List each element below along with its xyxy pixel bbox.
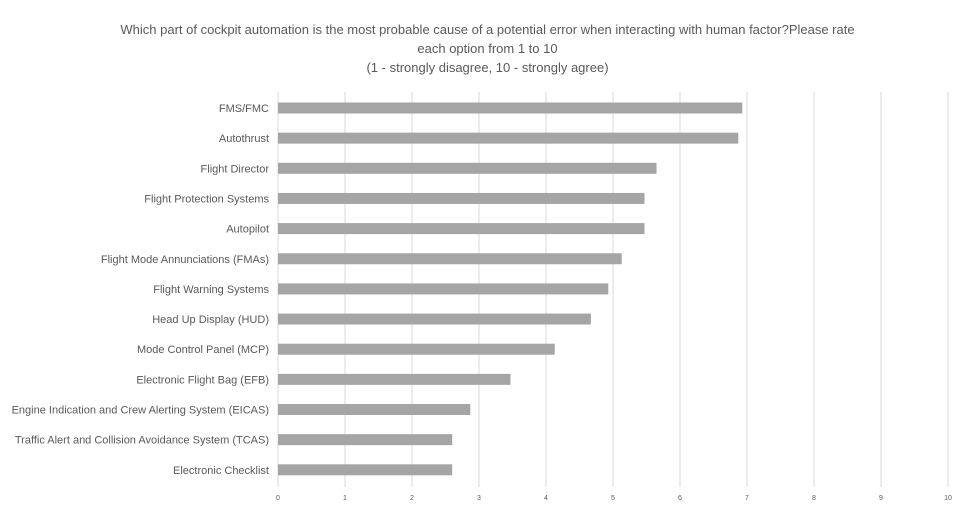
- category-label: Electronic Flight Bag (EFB): [136, 374, 269, 386]
- bar: [278, 283, 609, 295]
- bar: [278, 343, 555, 355]
- x-tick-label: 2: [410, 495, 414, 502]
- bar: [278, 162, 657, 174]
- chart-title-line-3: (1 - strongly disagree, 10 - strongly ag…: [366, 60, 609, 75]
- category-label: Traffic Alert and Collision Avoidance Sy…: [15, 435, 269, 447]
- category-label: Head Up Display (HUD): [152, 314, 269, 326]
- bar: [278, 102, 743, 114]
- x-tick-label: 9: [879, 495, 883, 502]
- x-tick-label: 5: [611, 495, 615, 502]
- bar: [278, 434, 453, 446]
- chart-title-line-1: Which part of cockpit automation is the …: [120, 22, 855, 37]
- chart-title: Which part of cockpit automation is the …: [0, 20, 955, 77]
- x-tick-label: 0: [276, 495, 280, 502]
- category-label: Flight Protection Systems: [144, 193, 269, 205]
- bar: [278, 313, 591, 325]
- category-label: Engine Indication and Crew Alerting Syst…: [12, 405, 269, 417]
- category-label: Mode Control Panel (MCP): [137, 344, 269, 356]
- x-tick-label: 6: [678, 495, 682, 502]
- x-tick-label: 7: [745, 495, 749, 502]
- x-tick-label: 1: [343, 495, 347, 502]
- category-label: Autopilot: [226, 224, 269, 236]
- bar: [278, 404, 471, 415]
- category-labels: FMS/FMC Autothrust Flight Director Flight P…: [12, 103, 270, 477]
- category-label: Flight Director: [201, 163, 270, 175]
- bar: [278, 464, 453, 476]
- category-label: Flight Mode Annunciations (FMAs): [101, 254, 269, 266]
- category-label: Flight Warning Systems: [153, 284, 269, 296]
- x-tick-label: 4: [544, 495, 548, 502]
- x-tick-label: 3: [477, 495, 481, 502]
- bar: [278, 253, 622, 265]
- category-label: Electronic Checklist: [173, 465, 269, 477]
- x-tick-label: 10: [944, 495, 952, 502]
- chart-title-line-2: each option from 1 to 10: [417, 41, 558, 56]
- category-label: Autothrust: [219, 133, 269, 145]
- bar: [278, 132, 739, 144]
- x-axis-tick-labels: 0 1 2 3 4 5 6 7 8 9 10: [276, 495, 952, 502]
- bar: [278, 373, 511, 385]
- bar: [278, 223, 645, 235]
- bar: [278, 192, 645, 204]
- x-tick-label: 8: [812, 495, 816, 502]
- bars: [278, 102, 743, 476]
- category-label: FMS/FMC: [219, 103, 269, 115]
